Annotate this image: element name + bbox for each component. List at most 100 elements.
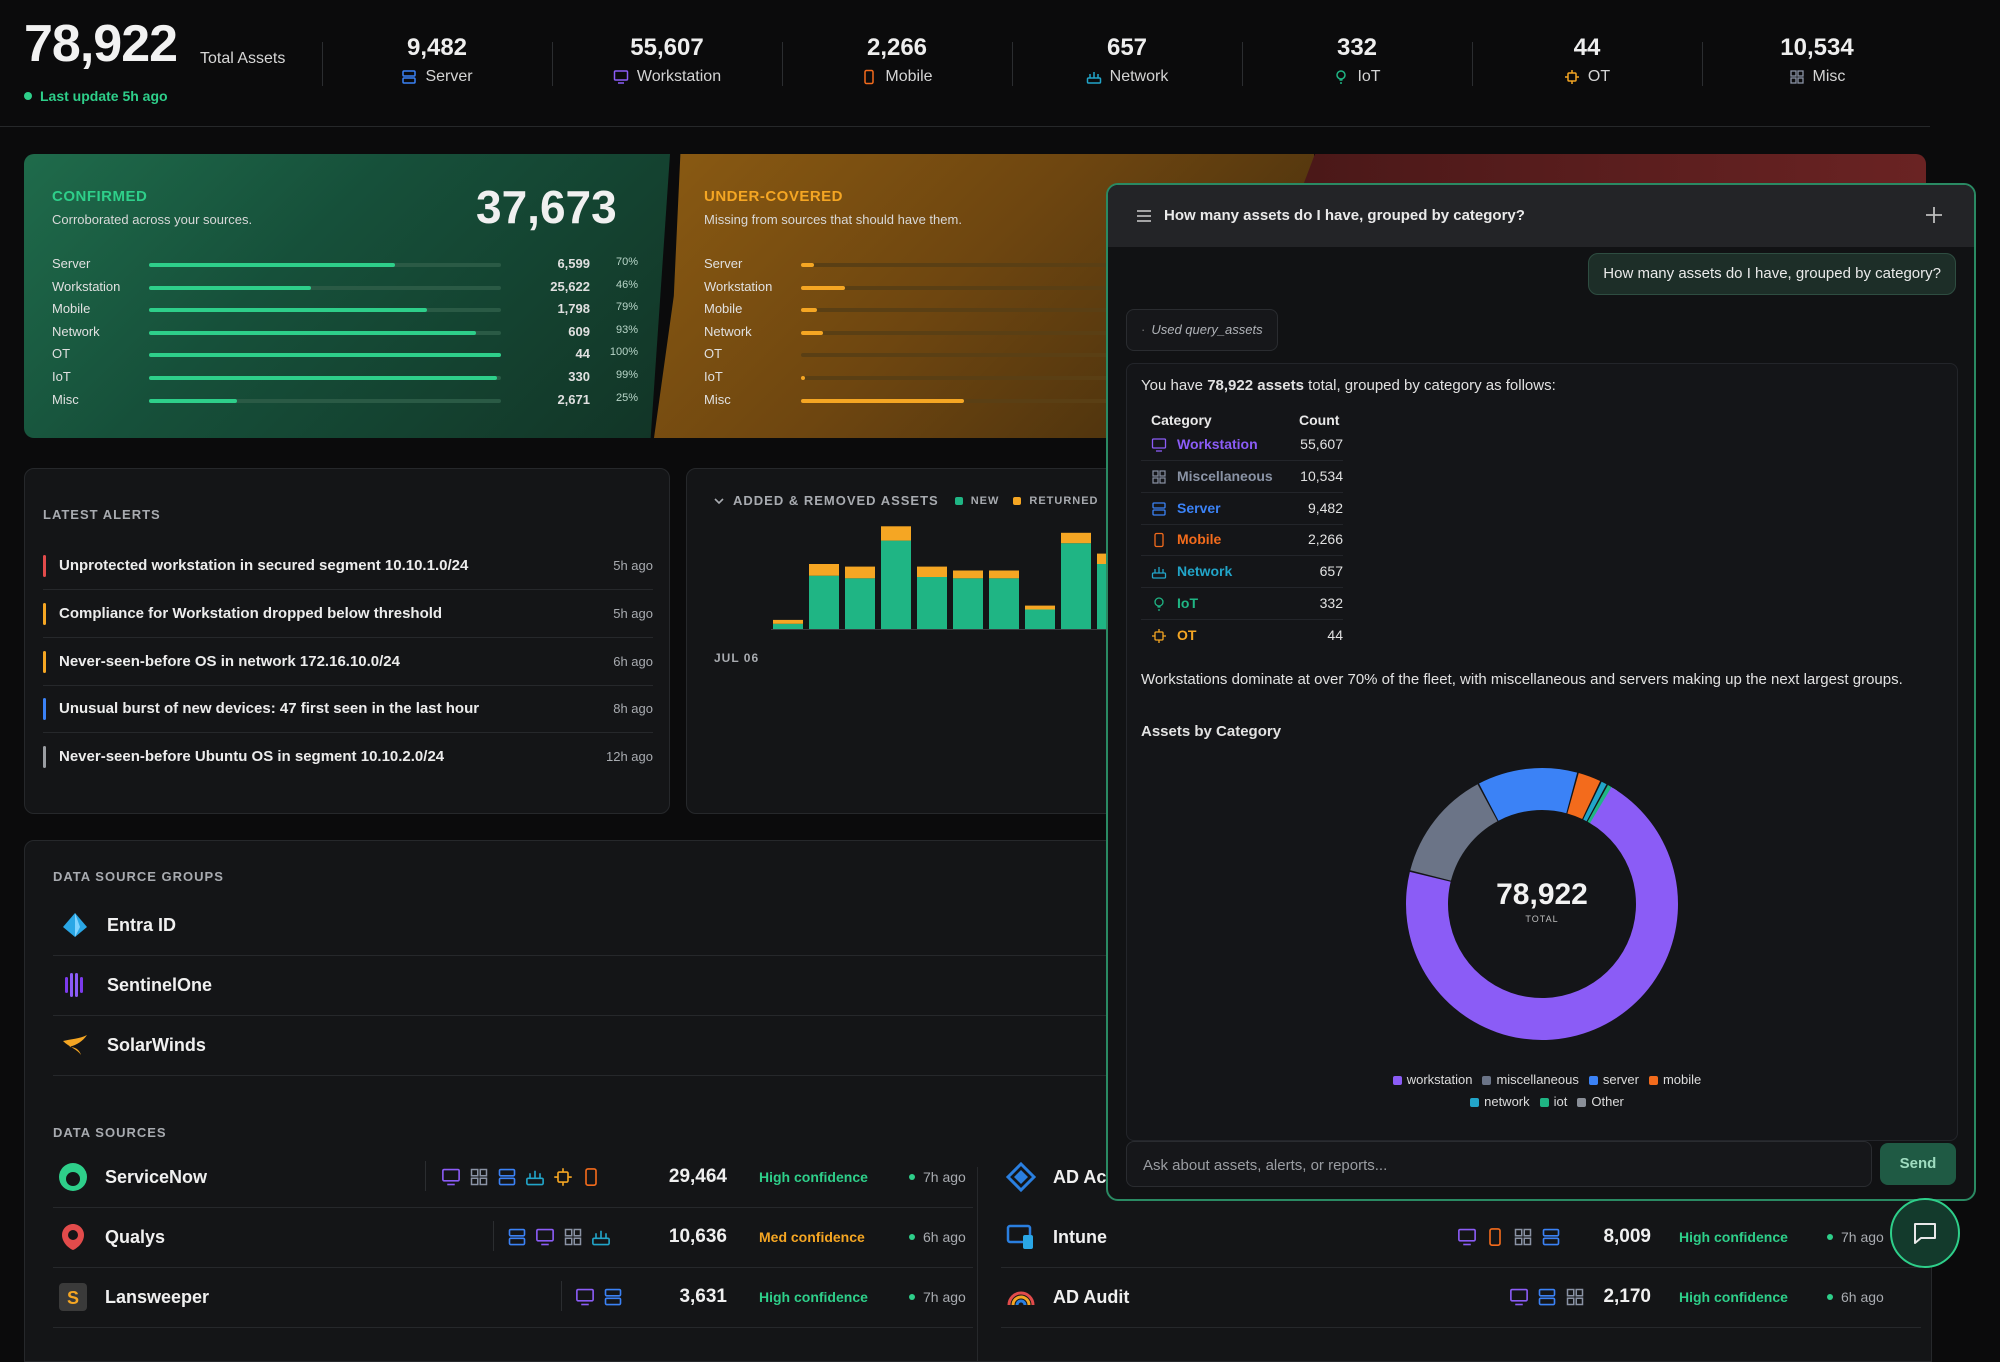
source-name: Qualys [105,1227,166,1247]
added-removed-header[interactable]: ADDED & REMOVED ASSETS NEW RETURNED [713,493,1121,508]
coverage-fill [149,308,428,313]
category-name[interactable]: IoT [1177,595,1198,611]
stat-network[interactable]: 657 Network [1012,34,1242,86]
bar-returned-0[interactable] [773,619,803,624]
donut-slice-miscellaneous[interactable] [1410,784,1498,881]
stat-misc[interactable]: 10,534 Misc [1702,34,1932,86]
group-row-solarwinds[interactable]: SolarWinds [53,1015,1133,1076]
confirmed-row[interactable]: Workstation 25,622 46% [52,279,638,297]
category-row[interactable]: Mobile 2,266 [1141,523,1343,557]
confirmed-row[interactable]: OT 44 100% [52,346,638,364]
group-name: SolarWinds [107,1035,206,1055]
alert-item[interactable]: Unprotected workstation in secured segme… [43,543,653,590]
source-count: 8,009 [1603,1226,1651,1247]
confirmed-row[interactable]: Network 609 93% [52,324,638,342]
bar-returned-8[interactable] [1061,532,1091,544]
covered-count: 25,622 [550,278,590,294]
category-row[interactable]: IoT 332 [1141,587,1343,620]
bar-returned-7[interactable] [1025,605,1055,610]
category-label: IoT [704,369,723,384]
category-row[interactable]: Network 657 [1141,555,1343,589]
bar-new-2[interactable] [845,578,875,629]
source-row-intune[interactable]: Intune 8,009 High confidence 7h ago [1001,1207,1921,1268]
category-name[interactable]: Network [1177,563,1233,580]
stat-server[interactable]: 9,482 Server [322,34,552,86]
source-row-qualys[interactable]: Qualys 10,636 Med confidence 6h ago [53,1207,973,1268]
coverage-track [801,285,1241,290]
divider [561,1281,562,1311]
bar-new-7[interactable] [1025,609,1055,630]
bar-returned-2[interactable] [845,566,875,579]
group-row-entra-id[interactable]: Entra ID [53,895,1133,956]
donut-slice-workstation[interactable] [1406,787,1678,1040]
category-name[interactable]: Miscellaneous [1177,467,1273,484]
confirmed-total: 37,673 [476,181,617,233]
mobile-icon [1151,532,1167,548]
source-row-servicenow[interactable]: ServiceNow 29,464 High confidence 7h ago [53,1147,973,1208]
chat-toggle-button[interactable] [1890,1198,1960,1268]
donut-slice-iot[interactable] [1587,785,1612,824]
category-name[interactable]: Workstation [1177,436,1258,452]
bar-new-4[interactable] [917,577,947,629]
confirmed-row[interactable]: Server 6,599 70% [52,256,638,274]
under-covered-row[interactable]: Misc [704,392,1264,410]
category-row[interactable]: OT 44 [1141,619,1343,651]
confirmed-row[interactable]: IoT 330 99% [52,369,638,387]
under-covered-row[interactable]: Mobile [704,301,1264,319]
alert-text: Never-seen-before Ubuntu OS in segment 1… [59,748,445,766]
source-row-ad-audit[interactable]: AD Audit 2,170 High confidence 6h ago [1001,1267,1921,1328]
bar-new-3[interactable] [881,540,911,629]
last-seen: 7h ago [909,1169,966,1185]
servicenow-icon [57,1161,89,1193]
send-button[interactable]: Send [1880,1143,1956,1185]
stat-mobile[interactable]: 2,266 Mobile [782,34,1012,86]
bar-new-0[interactable] [773,623,803,629]
category-count: 657 [1319,563,1343,580]
alert-item[interactable]: Never-seen-before Ubuntu OS in segment 1… [43,734,653,780]
under-covered-row[interactable]: OT [704,346,1264,364]
new-chat-plus-icon[interactable] [1924,205,1944,225]
chevron-down-icon[interactable] [713,495,725,507]
alert-item[interactable]: Unusual burst of new devices: 47 first s… [43,686,653,734]
source-row-lansweeper[interactable]: S Lansweeper 3,631 High confidence 7h ag… [53,1267,973,1328]
under-covered-row[interactable]: IoT [704,369,1264,387]
source-row-ad[interactable]: AD Ac [1001,1147,1921,1207]
alert-item[interactable]: Compliance for Workstation dropped below… [43,591,653,638]
menu-icon[interactable] [1136,209,1152,223]
alert-item[interactable]: Never-seen-before OS in network 172.16.1… [43,639,653,686]
donut-slice-network[interactable] [1583,781,1607,822]
under-covered-row[interactable]: Server [704,256,1264,274]
category-row[interactable]: Workstation 55,607 [1141,428,1343,461]
category-name[interactable]: OT [1177,626,1197,643]
stat-workstation[interactable]: 55,607 Workstation [552,34,782,86]
bar-returned-1[interactable] [809,564,839,576]
confirmed-row[interactable]: Mobile 1,798 79% [52,301,638,319]
category-name[interactable]: Mobile [1177,531,1222,548]
donut-slice-server[interactable] [1479,768,1578,821]
category-row[interactable]: Server 9,482 [1141,492,1343,525]
stat-ot[interactable]: 44 OT [1472,34,1702,86]
chat-input-box[interactable] [1126,1141,1872,1188]
confirmed-card[interactable]: CONFIRMED Corroborated across your sourc… [24,154,670,438]
confirmed-row[interactable]: Misc 2,671 25% [52,392,638,410]
category-row[interactable]: Miscellaneous 10,534 [1141,460,1343,493]
category-name[interactable]: Server [1177,499,1221,516]
chat-input[interactable] [1141,1142,1865,1188]
bar-returned-4[interactable] [917,566,947,577]
under-covered-row[interactable]: Workstation [704,279,1264,297]
bar-new-8[interactable] [1061,543,1091,629]
under-covered-row[interactable]: Network [704,324,1264,342]
bar-new-5[interactable] [953,578,983,629]
donut-slice-mobile[interactable] [1567,773,1601,820]
tool-used-badge[interactable]: · Used query_assets [1126,309,1278,351]
group-row-sentinelone[interactable]: SentinelOne [53,955,1133,1016]
bar-new-1[interactable] [809,575,839,629]
severity-indicator [43,555,46,577]
stat-iot[interactable]: 332 IoT [1242,34,1472,86]
bar-returned-3[interactable] [881,526,911,541]
bar-new-6[interactable] [989,578,1019,629]
latest-alerts-title: LATEST ALERTS [43,507,161,522]
stat-label: IoT [1357,68,1381,85]
bar-returned-5[interactable] [953,570,983,579]
bar-returned-6[interactable] [989,570,1019,579]
